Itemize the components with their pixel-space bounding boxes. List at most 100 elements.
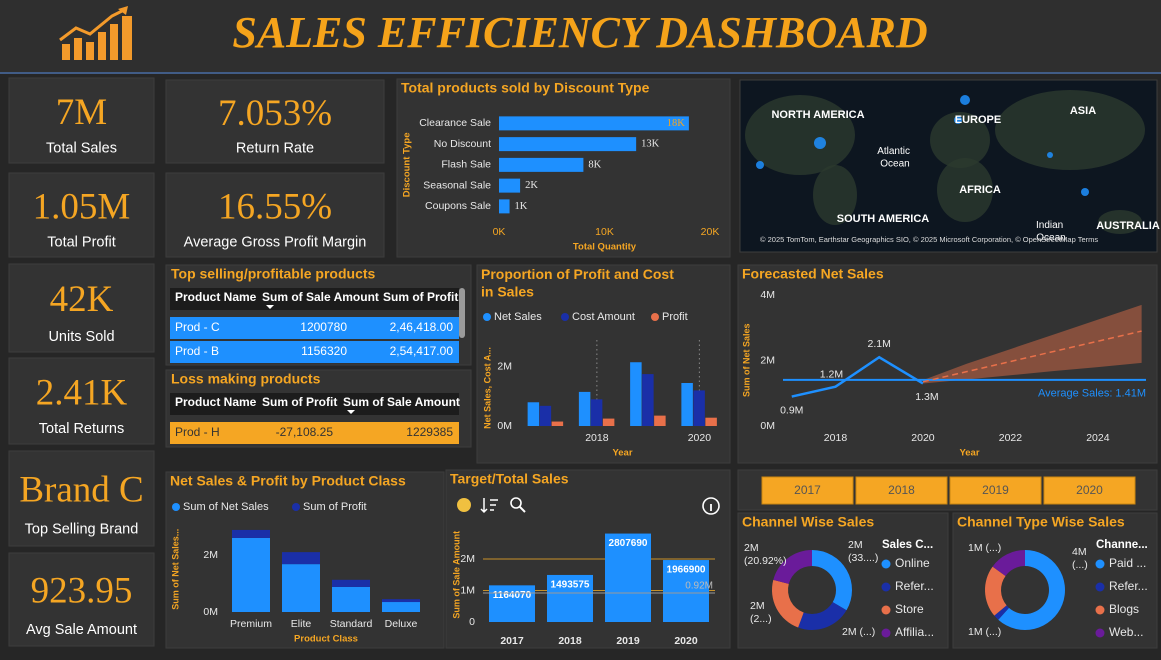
kpi-card <box>8 357 155 445</box>
data-label: 1966900 <box>667 565 706 576</box>
bar-segment <box>232 537 270 612</box>
kpi-value: 7.053% <box>218 93 332 134</box>
format-icon[interactable] <box>457 498 471 512</box>
logo-arrowhead <box>118 6 128 15</box>
slicer-button[interactable] <box>1043 476 1136 505</box>
data-label: 1.2M <box>820 368 843 380</box>
y-axis-title: Discount Type <box>402 133 413 198</box>
legend-marker <box>881 582 891 592</box>
kpi-card <box>8 263 155 353</box>
y-tick-label: 0M <box>497 420 512 432</box>
map-landmass <box>995 90 1145 170</box>
table-title: Loss making products <box>171 371 321 387</box>
y-tick-label: 0 <box>469 616 475 628</box>
x-axis-title: Year <box>959 448 979 459</box>
slicer-button[interactable] <box>949 476 1042 505</box>
x-tick-label: 20K <box>701 226 720 238</box>
donut-slice[interactable] <box>773 550 812 584</box>
table-cell: Prod - H <box>175 425 220 439</box>
forecast-band <box>922 304 1142 384</box>
legend-label: Sum of Profit <box>303 501 367 513</box>
legend-label: Refer... <box>895 579 934 593</box>
map-bubble <box>954 116 962 124</box>
map-label: AFRICA <box>959 184 1001 196</box>
x-tick-label: 2017 <box>500 635 524 647</box>
table-cell: 2,54,417.00 <box>390 344 454 358</box>
donut-slice[interactable] <box>994 605 1009 620</box>
data-label: 1.3M <box>915 391 938 403</box>
table-cell: Prod - B <box>175 344 219 358</box>
donut-slice[interactable] <box>998 550 1065 630</box>
map-landmass <box>745 95 855 175</box>
kpi-label: Average Gross Profit Margin <box>184 235 367 251</box>
donut-slice[interactable] <box>992 550 1025 576</box>
column-header: Sum of Sale Amount <box>262 290 379 304</box>
donut-slice[interactable] <box>798 602 847 631</box>
donut-slice[interactable] <box>812 550 853 611</box>
column-header: Product Name <box>175 395 257 409</box>
bar <box>642 374 654 426</box>
y-tick-label: Clearance Sale <box>419 117 491 129</box>
bar-segment <box>232 529 270 538</box>
kpi-card <box>165 79 385 164</box>
x-tick-label: 2018 <box>824 432 848 444</box>
kpi-value: 923.95 <box>31 570 133 611</box>
bar <box>693 390 705 426</box>
logo-bar <box>62 44 70 60</box>
search-icon[interactable] <box>510 497 522 509</box>
chart-panel <box>737 264 1158 464</box>
slicer-button[interactable] <box>761 476 854 505</box>
legend-marker <box>561 313 569 321</box>
column-header: Product Name <box>175 290 257 304</box>
x-tick-label: 2018 <box>558 635 582 647</box>
bar-segment <box>332 579 370 587</box>
table-row[interactable] <box>170 341 459 363</box>
x-tick-label: 2020 <box>674 635 698 647</box>
info-icon[interactable] <box>702 497 720 515</box>
sort-icon[interactable] <box>480 498 498 514</box>
slicer-label: 2017 <box>794 483 821 497</box>
table-title: Top selling/profitable products <box>171 266 376 282</box>
kpi-label: Total Sales <box>46 140 117 156</box>
table-row[interactable] <box>170 317 459 339</box>
legend-title: Sales C... <box>882 539 933 551</box>
data-label: 2M (...) <box>842 626 875 638</box>
table-row[interactable] <box>170 422 459 444</box>
bar <box>489 585 535 622</box>
legend-marker <box>881 628 891 638</box>
kpi-value: 42K <box>50 279 114 320</box>
data-label: 4M (...) <box>1072 546 1090 571</box>
column-header: Sum of Sale Amount <box>343 395 460 409</box>
x-tick-label: 2020 <box>911 432 935 444</box>
legend-marker <box>881 605 891 615</box>
bar <box>590 399 603 426</box>
data-label: 2807690 <box>609 538 648 549</box>
visual-toolbar <box>457 497 720 515</box>
x-tick-label: 2022 <box>999 432 1023 444</box>
bar <box>547 574 593 622</box>
bar <box>499 157 584 172</box>
table-cell: 1229385 <box>406 425 453 439</box>
legend-title: Channe... <box>1096 539 1148 551</box>
map-bubble <box>1081 188 1089 196</box>
bar <box>663 560 709 622</box>
donut-slice[interactable] <box>985 566 1007 616</box>
donut-slice[interactable] <box>771 579 804 628</box>
x-tick-label: 2020 <box>688 432 712 444</box>
y-tick-label: 2M <box>203 549 218 561</box>
map-bubble <box>814 137 826 149</box>
x-tick-label: 0K <box>493 226 506 238</box>
x-axis-title: Product Class <box>294 634 358 645</box>
table-cell: 1200780 <box>300 320 347 334</box>
map-label: AUSTRALIA <box>1096 220 1160 232</box>
table-header-row <box>170 288 459 310</box>
kpi-value: 1.05M <box>33 186 131 227</box>
table-cell: 2,46,418.00 <box>390 320 454 334</box>
legend-label: Paid ... <box>1109 556 1146 570</box>
legend-marker <box>292 503 300 511</box>
table-cell: 1156320 <box>301 344 347 358</box>
bar <box>681 383 693 426</box>
slicer-button[interactable] <box>855 476 948 505</box>
sort-indicator <box>266 305 274 309</box>
bar-segment <box>382 599 420 603</box>
